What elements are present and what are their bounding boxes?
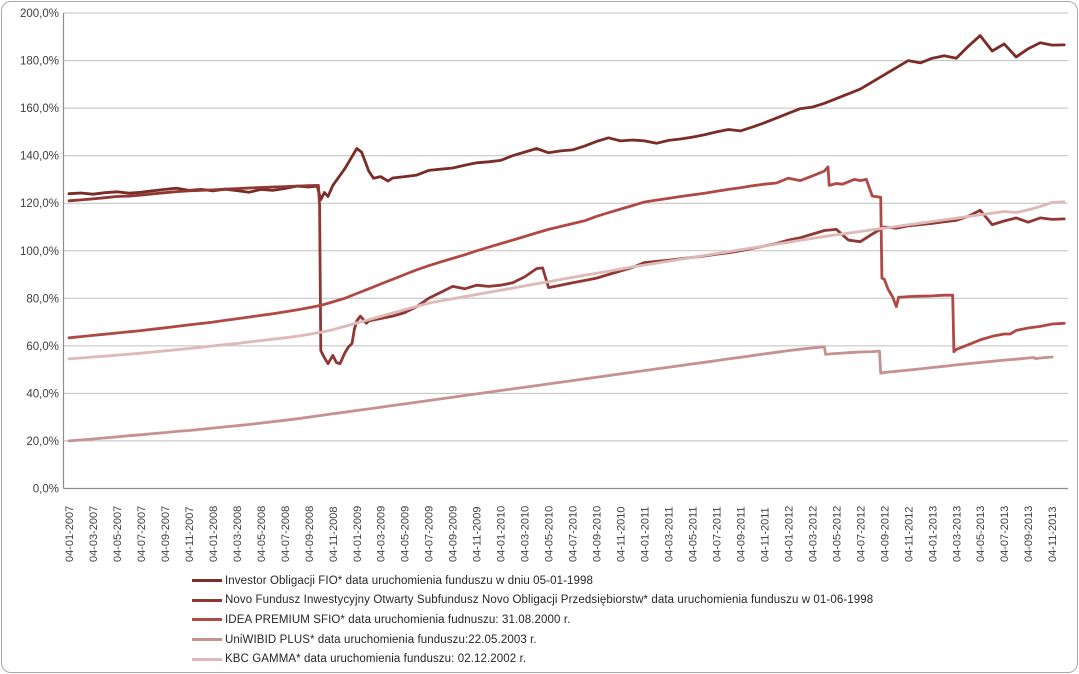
legend-label: UniWIBID PLUS* data uruchomienia fundusz… [225, 633, 537, 646]
x-axis-label: 04-09-2009 [448, 506, 460, 562]
series-line-investor-obligacji-fio [67, 34, 1066, 202]
legend-swatch-icon [192, 657, 222, 661]
series-line-uniwibid-plus [67, 345, 1054, 443]
y-axis-label: 100,0% [20, 246, 59, 258]
x-axis-label: 04-11-2011 [759, 507, 771, 562]
x-axis-label: 04-05-2012 [831, 506, 843, 562]
series-line-novo-obligacji-przedsiebiorstw [67, 183, 1066, 366]
x-axis-label: 04-07-2012 [855, 506, 867, 562]
x-axis-label: 04-03-2010 [520, 506, 532, 562]
y-axis-label: 140,0% [20, 151, 59, 163]
y-axis-label: 180,0% [20, 56, 59, 68]
x-axis-label: 04-05-2011 [688, 507, 700, 562]
legend-swatch-icon [192, 638, 222, 642]
y-axis-label: 60,0% [26, 341, 59, 353]
y-axis-label: 160,0% [20, 103, 59, 115]
y-axis-label: 40,0% [26, 388, 59, 400]
legend-item-investor-obligacji-fio: Investor Obligacji FIO* data uruchomieni… [192, 571, 873, 591]
x-axis-label: 04-05-2007 [112, 506, 124, 562]
x-axis-label: 04-03-2007 [88, 506, 100, 562]
x-axis-label: 04-03-2013 [951, 506, 963, 562]
x-axis-label: 04-11-2013 [1047, 507, 1059, 562]
x-axis-label: 04-07-2011 [712, 507, 724, 562]
legend-label: Novo Fundusz Inwestycyjny Otwarty Subfun… [225, 594, 874, 607]
series-line-kbc-gamma [67, 200, 1066, 361]
y-axis-label: 0,0% [33, 484, 59, 496]
legend-swatch-icon [192, 598, 222, 602]
x-axis-label: 04-01-2007 [64, 506, 76, 562]
x-axis-label: 04-03-2011 [664, 507, 676, 562]
legend-item-novo-obligacji-przedsiebiorstw: Novo Fundusz Inwestycyjny Otwarty Subfun… [192, 591, 873, 611]
x-axis-label: 04-03-2008 [232, 506, 244, 562]
chart-legend: Investor Obligacji FIO* data uruchomieni… [192, 571, 873, 669]
x-axis-label: 04-11-2009 [472, 507, 484, 562]
legend-item-kbc-gamma: KBC GAMMA* data uruchomienia funduszu: 0… [192, 649, 873, 669]
x-axis-label: 04-05-2010 [544, 506, 556, 562]
x-axis-label: 04-09-2007 [160, 506, 172, 562]
y-axis-label: 200,0% [20, 8, 59, 20]
legend-label: Investor Obligacji FIO* data uruchomieni… [225, 574, 593, 587]
x-axis-label: 04-03-2009 [376, 506, 388, 562]
x-axis-label: 04-07-2010 [568, 506, 580, 562]
series-line-idea-premium-sfio [67, 165, 1066, 354]
x-axis-label: 04-01-2010 [496, 506, 508, 562]
legend-swatch-icon [192, 579, 222, 583]
x-axis-label: 04-01-2013 [927, 506, 939, 562]
x-axis-label: 04-01-2008 [208, 506, 220, 562]
x-axis-label: 04-11-2012 [903, 507, 915, 562]
x-axis-label: 04-11-2010 [616, 507, 628, 562]
x-axis-label: 04-07-2007 [136, 506, 148, 562]
x-axis-label: 04-09-2010 [592, 506, 604, 562]
legend-label: IDEA PREMIUM SFIO* data uruchomienia fud… [225, 613, 571, 626]
x-axis-label: 04-09-2011 [735, 507, 747, 562]
x-axis-label: 04-07-2013 [999, 506, 1011, 562]
x-axis-label: 04-11-2007 [184, 507, 196, 562]
x-axis-label: 04-09-2013 [1023, 506, 1035, 562]
x-axis-label: 04-09-2012 [879, 506, 891, 562]
x-axis-label: 04-09-2008 [304, 506, 316, 562]
legend-item-idea-premium-sfio: IDEA PREMIUM SFIO* data uruchomienia fud… [192, 610, 873, 630]
y-axis-label: 120,0% [20, 198, 59, 210]
legend-item-uniwibid-plus: UniWIBID PLUS* data uruchomienia fundusz… [192, 630, 873, 650]
x-axis-label: 04-05-2013 [975, 506, 987, 562]
x-axis-label: 04-07-2008 [280, 506, 292, 562]
legend-swatch-icon [192, 618, 222, 622]
y-axis-label: 80,0% [26, 293, 59, 305]
x-axis-label: 04-01-2011 [640, 507, 652, 562]
x-axis-label: 04-05-2008 [256, 506, 268, 562]
y-axis-label: 20,0% [26, 436, 59, 448]
x-axis-label: 04-05-2009 [400, 506, 412, 562]
x-axis-label: 04-01-2012 [783, 506, 795, 562]
x-axis-label: 04-03-2012 [807, 506, 819, 562]
x-axis-label: 04-01-2009 [352, 506, 364, 562]
legend-label: KBC GAMMA* data uruchomienia funduszu: 0… [225, 653, 527, 666]
x-axis-label: 04-07-2009 [424, 506, 436, 562]
x-axis-label: 04-11-2008 [328, 507, 340, 562]
